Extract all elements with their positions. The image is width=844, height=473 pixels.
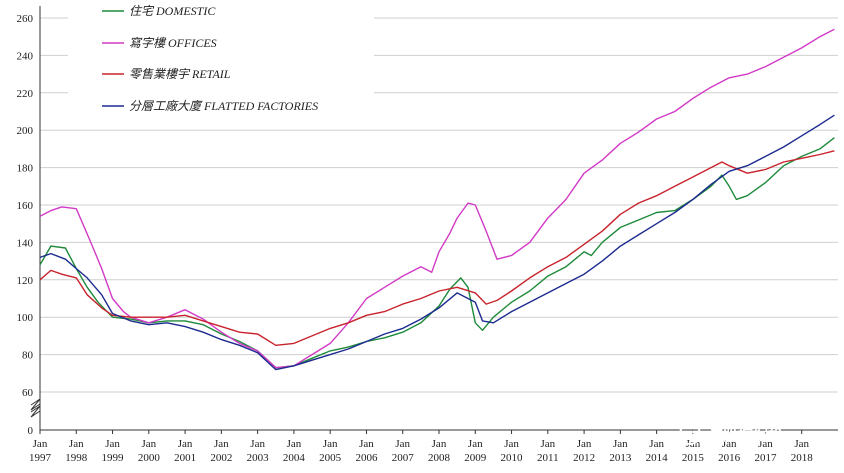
x-tick-label-month: Jan [432, 438, 447, 450]
y-tick-label: 260 [17, 13, 34, 25]
x-tick-label-month: Jan [722, 438, 737, 450]
x-tick-label-month: Jan [69, 438, 84, 450]
x-tick-labels: Jan 1997 Jan 1998 Jan 1999 Jan 2000 Jan 2001 Jan 20… [29, 430, 813, 464]
x-tick-label-month: Jan [250, 438, 265, 450]
x-tick-label-year: 2008 [428, 452, 451, 464]
wechat-icon [679, 423, 701, 445]
x-tick-label-month: Jan [33, 438, 48, 450]
x-tick-label-year: 2015 [682, 452, 705, 464]
x-tick-label-year: 1997 [29, 452, 52, 464]
x-tick-label-month: Jan [141, 438, 156, 450]
legend-box [68, 4, 374, 124]
x-tick-label-month: Jan [359, 438, 374, 450]
y-tick-label: 220 [17, 88, 34, 100]
series-line-0 [39, 137, 835, 369]
x-tick-label-month: Jan [577, 438, 592, 450]
y-tick-label: 120 [17, 275, 34, 287]
legend-label: 住宅 DOMESTIC [129, 4, 216, 18]
x-tick-label-month: Jan [468, 438, 483, 450]
y-tick-label: 60 [22, 387, 34, 399]
x-tick-label-year: 2005 [319, 452, 342, 464]
series-line-3 [39, 114, 835, 371]
x-tick-label-month: Jan [287, 438, 302, 450]
x-tick-label-month: Jan [323, 438, 338, 450]
x-tick-label-year: 2009 [464, 452, 487, 464]
y-tick-label: 200 [17, 125, 34, 137]
x-tick-label-month: Jan [395, 438, 410, 450]
x-tick-label-year: 2007 [392, 452, 415, 464]
y-axis-origin-label: 0 [28, 425, 34, 437]
legend: 住宅 DOMESTIC 寫字樓 OFFICES 零售業樓宇 RETAIL 分層工廠大廈… [68, 4, 374, 124]
y-tick-label: 140 [17, 237, 34, 249]
x-tick-label-month: Jan [794, 438, 809, 450]
x-tick-label-year: 2012 [573, 452, 595, 464]
x-tick-label-year: 2006 [355, 452, 378, 464]
x-tick-label-year: 2001 [174, 452, 196, 464]
x-tick-label-year: 2004 [283, 452, 306, 464]
legend-label: 寫字樓 OFFICES [129, 36, 217, 50]
x-tick-label-year: 2016 [718, 452, 741, 464]
x-tick-label-month: Jan [178, 438, 193, 450]
y-tick-label: 240 [17, 50, 34, 62]
x-tick-label-year: 2010 [501, 452, 524, 464]
x-tick-label-year: 2018 [791, 452, 814, 464]
x-tick-label-month: Jan [649, 438, 664, 450]
legend-label: 分層工廠大廈 FLATTED FACTORIES [129, 99, 318, 113]
y-tick-label: 180 [17, 163, 34, 175]
series-line-1 [39, 28, 835, 369]
series-lines [39, 28, 835, 371]
x-tick-label-year: 1998 [65, 452, 88, 464]
x-tick-label-year: 2014 [646, 452, 669, 464]
x-tick-label-year: 2000 [138, 452, 161, 464]
axis-break-icon [30, 398, 41, 418]
x-tick-label-year: 2017 [754, 452, 777, 464]
series-line-2 [39, 150, 835, 346]
x-tick-label-month: Jan [214, 438, 229, 450]
y-tick-labels: 60 80 100 120 140 160 180 200 220 240 260 [17, 13, 34, 399]
x-tick-label-year: 2002 [210, 452, 232, 464]
legend-label: 零售業樓宇 RETAIL [129, 67, 231, 81]
x-tick-label-month: Jan [540, 438, 555, 450]
watermark: 港股挖掘机 [679, 423, 783, 445]
y-tick-label: 100 [17, 312, 34, 324]
x-tick-label-month: Jan [504, 438, 519, 450]
x-tick-label-month: Jan [105, 438, 120, 450]
x-tick-label-year: 2011 [537, 452, 559, 464]
x-tick-label-year: 1999 [102, 452, 125, 464]
y-tick-label: 160 [17, 200, 34, 212]
x-tick-label-month: Jan [758, 438, 773, 450]
x-tick-label-year: 2013 [609, 452, 632, 464]
watermark-text: 港股挖掘机 [708, 426, 783, 444]
x-tick-label-month: Jan [613, 438, 628, 450]
y-tick-label: 80 [22, 350, 34, 362]
x-tick-label-year: 2003 [247, 452, 270, 464]
